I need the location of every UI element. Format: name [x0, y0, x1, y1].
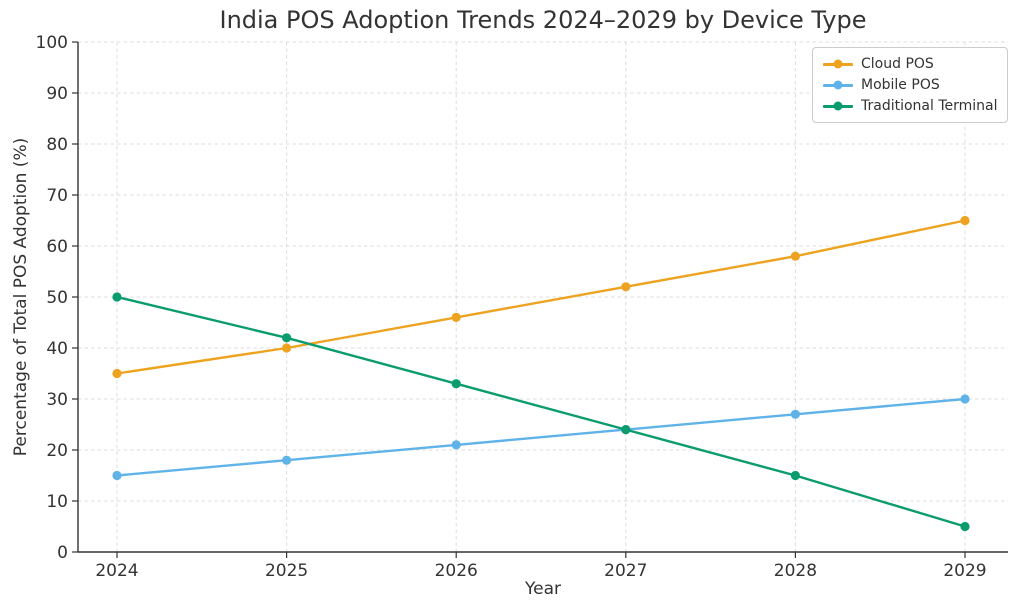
- data-point-traditional-terminal: [282, 333, 292, 343]
- legend-label: Cloud POS: [861, 56, 934, 72]
- legend-item-cloud-pos: Cloud POS: [823, 55, 998, 73]
- data-point-cloud-pos: [282, 343, 292, 353]
- data-point-cloud-pos: [451, 312, 461, 322]
- data-point-traditional-terminal: [621, 425, 631, 435]
- x-axis-label: Year: [525, 579, 561, 599]
- series-line-traditional-terminal: [115, 295, 967, 528]
- data-point-cloud-pos: [621, 282, 631, 292]
- series-line-mobile-pos: [115, 397, 967, 477]
- y-axis-label-text: Percentage of Total POS Adoption (%): [11, 137, 31, 457]
- y-tick-label: 0: [57, 543, 68, 563]
- data-point-mobile-pos: [790, 409, 801, 419]
- legend-line-marker-icon: [823, 59, 853, 69]
- data-point-cloud-pos: [790, 251, 801, 261]
- legend: Cloud POS Mobile POS Traditional Termina…: [812, 47, 1008, 123]
- series-line-cloud-pos: [115, 219, 967, 375]
- y-tick-label: 30: [46, 390, 68, 410]
- data-point-cloud-pos: [960, 215, 970, 226]
- legend-label: Traditional Terminal: [861, 98, 998, 114]
- legend-label: Mobile POS: [861, 77, 940, 93]
- data-point-traditional-terminal: [790, 470, 801, 481]
- x-tick-label: 2029: [943, 561, 986, 581]
- data-point-traditional-terminal: [451, 379, 461, 389]
- y-tick-label: 60: [46, 237, 68, 257]
- data-point-mobile-pos: [282, 455, 292, 465]
- y-tick-label: 40: [46, 339, 68, 359]
- legend-line-marker-icon: [823, 80, 853, 90]
- chart-title: India POS Adoption Trends 2024–2029 by D…: [219, 6, 867, 34]
- legend-item-mobile-pos: Mobile POS: [823, 76, 998, 94]
- y-tick-label: 10: [46, 492, 68, 512]
- data-point-traditional-terminal: [112, 292, 122, 302]
- y-tick-label: 100: [36, 33, 68, 53]
- y-tick-label: 50: [46, 288, 68, 308]
- data-point-mobile-pos: [451, 440, 461, 450]
- y-tick-label: 70: [46, 186, 68, 206]
- y-tick-label: 90: [46, 84, 68, 104]
- y-tick-label: 20: [46, 441, 68, 461]
- x-tick-label: 2024: [95, 561, 138, 581]
- data-point-mobile-pos: [960, 394, 970, 404]
- legend-dot-icon: [833, 101, 843, 111]
- x-tick-label: 2025: [265, 561, 308, 581]
- x-tick-label: 2027: [604, 561, 647, 581]
- legend-item-traditional-terminal: Traditional Terminal: [823, 97, 998, 115]
- data-point-mobile-pos: [112, 470, 122, 481]
- x-tick-label: 2026: [435, 561, 478, 581]
- legend-dot-icon: [833, 59, 843, 69]
- y-tick-label: 80: [46, 135, 68, 155]
- legend-line-marker-icon: [823, 101, 853, 111]
- legend-dot-icon: [833, 80, 843, 90]
- data-point-traditional-terminal: [960, 521, 970, 532]
- data-point-cloud-pos: [112, 368, 122, 379]
- x-tick-label: 2028: [774, 561, 817, 581]
